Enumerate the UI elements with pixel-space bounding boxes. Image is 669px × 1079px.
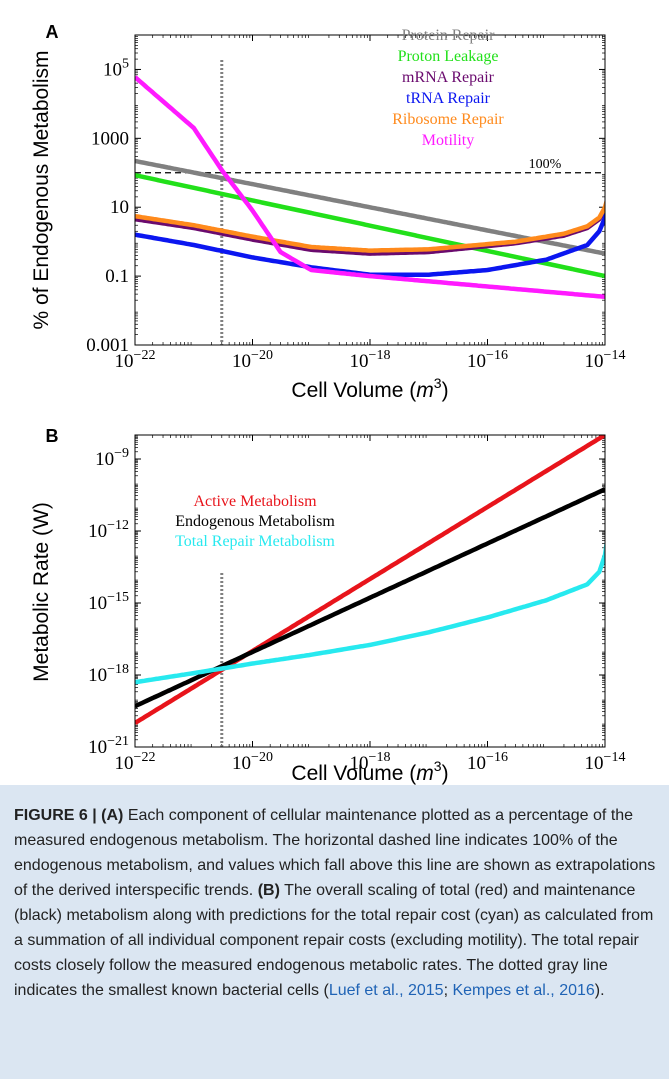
panel-a-y-axis-title: % of Endogenous Metabolism: [30, 51, 53, 330]
panel-b-line-total-repair-metabolism: [135, 539, 605, 685]
panel-b-chart: B 10−22 10−20 10−18 10−16 10−14 10−21 10−18 10−1…: [30, 426, 625, 785]
panel-a-line-proton-leakage: [135, 173, 605, 279]
panel-b-x-tick-label: 10−14: [585, 750, 626, 774]
panel-a-x-tick-label: 10−14: [585, 348, 626, 372]
panel-a-y-tick-label: 1000: [91, 128, 129, 149]
panel-b-y-tick-label: 10−15: [88, 590, 129, 614]
panel-b-legend-endogenous-metabolism: Endogenous Metabolism: [175, 513, 335, 530]
panel-a-legend-proton-leakage: Proton Leakage: [398, 48, 499, 65]
panel-b-x-tick-label: 10−22: [115, 750, 156, 774]
panel-a-y-tick-label: 10: [110, 197, 129, 218]
caption-panel-b-label: (B): [257, 882, 280, 899]
citation-link-kempes[interactable]: Kempes et al., 2016: [452, 982, 595, 999]
panel-b-legend-total-repair-metabolism: Total Repair Metabolism: [175, 533, 335, 550]
panel-a-y-tick-label: 105: [103, 56, 129, 80]
figure-caption: FIGURE 6 | (A) Each component of cellula…: [0, 785, 669, 1079]
panel-b-line-active-metabolism: [135, 435, 605, 725]
figure-6-chart-svg: A 10−22 10−20 10−18 10−16 10−14 0.001 0.1 10 1000…: [30, 22, 625, 785]
panel-a-line-motility: [135, 75, 605, 300]
panel-a-chart: A 10−22 10−20 10−18 10−16 10−14 0.001 0.1 10 1000…: [30, 22, 625, 402]
panel-b-x-tick-label: 10−20: [232, 750, 273, 774]
panel-a-letter: A: [46, 22, 59, 42]
caption-panel-a-text: Each component of cellular maintenance p…: [14, 807, 656, 899]
panel-a-legend-ribosome-repair: Ribosome Repair: [392, 111, 504, 128]
panel-a-legend-mrna-repair: mRNA Repair: [402, 69, 495, 86]
panel-a-y-tick-label: 0.001: [86, 335, 129, 356]
panel-a-x-tick-label: 10−20: [232, 348, 273, 372]
caption-panel-a-label: (A): [101, 807, 124, 824]
panel-b-x-axis-title: Cell Volume (m3): [291, 758, 448, 785]
panel-a-x-tick-label: 10−18: [350, 348, 391, 372]
caption-separator: ;: [443, 982, 453, 999]
panel-a-x-tick-label: 10−22: [115, 348, 156, 372]
panel-a-legend-motility: Motility: [422, 132, 474, 149]
panel-a-legend-trna-repair: tRNA Repair: [406, 90, 491, 107]
panel-a-line-ribosome-repair: [135, 198, 605, 253]
panel-a-x-tick-label: 10−16: [467, 348, 508, 372]
caption-figure-label: FIGURE 6 |: [14, 807, 97, 824]
panel-a-x-axis-title: Cell Volume (m3): [291, 375, 448, 402]
panel-b-y-axis-title: Metabolic Rate (W): [30, 502, 53, 682]
caption-panel-b-text: The overall scaling of total (red) and m…: [14, 882, 654, 999]
panel-a-reference-line-label: 100%: [529, 157, 562, 172]
panel-b-letter: B: [46, 426, 59, 446]
panel-a-series-group: [135, 75, 605, 300]
caption-closing: ).: [594, 982, 605, 999]
panel-b-x-tick-label: 10−16: [467, 750, 508, 774]
panel-b-legend-active-metabolism: Active Metabolism: [193, 493, 317, 510]
panel-b-series-group: [135, 435, 605, 725]
panel-a-legend-protein-repair: Protein Repair: [402, 27, 496, 44]
panel-b-x-tick-label: 10−18: [350, 750, 391, 774]
panel-b-y-tick-label: 10−21: [88, 734, 129, 758]
panel-a-plot-frame: [134, 34, 606, 346]
panel-b-y-tick-label: 10−12: [88, 518, 129, 542]
panel-b-y-tick-label: 10−18: [88, 662, 129, 686]
panel-b-plot-frame: [134, 434, 606, 748]
citation-link-luef[interactable]: Luef et al., 2015: [328, 982, 444, 999]
panel-b-y-tick-label: 10−9: [95, 446, 129, 470]
panel-a-y-tick-label: 0.1: [105, 266, 129, 287]
